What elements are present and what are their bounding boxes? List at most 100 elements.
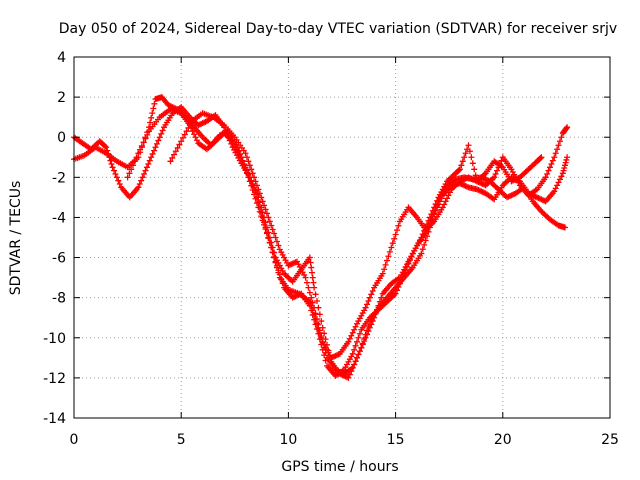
data-point <box>126 170 133 177</box>
data-point <box>456 166 463 173</box>
data-points <box>71 94 571 381</box>
data-point <box>554 182 561 189</box>
data-point <box>391 235 398 242</box>
data-point <box>364 301 371 308</box>
data-point <box>432 201 439 208</box>
data-point <box>468 154 475 161</box>
data-point <box>278 275 285 282</box>
data-point <box>276 271 283 278</box>
data-point <box>356 330 363 337</box>
data-point <box>111 167 118 174</box>
data-point <box>142 135 149 142</box>
data-point <box>382 261 389 268</box>
data-point <box>252 178 259 185</box>
data-point <box>311 316 318 323</box>
data-point <box>242 166 249 173</box>
data-point <box>306 302 313 309</box>
data-point <box>561 162 568 169</box>
data-point <box>138 177 145 184</box>
data-point <box>355 351 362 358</box>
y-tick-label: 4 <box>57 50 66 66</box>
data-point <box>559 170 566 177</box>
data-point <box>256 199 263 206</box>
data-point <box>406 257 413 264</box>
data-point <box>422 237 429 244</box>
data-point <box>469 160 476 167</box>
data-point <box>538 154 545 161</box>
y-tick-label: -2 <box>52 170 66 186</box>
data-point <box>265 235 272 242</box>
data-point <box>376 298 383 305</box>
data-point <box>108 160 115 167</box>
data-point <box>546 164 553 171</box>
data-point <box>385 253 392 260</box>
data-point <box>139 174 146 181</box>
data-point <box>252 187 259 194</box>
data-point <box>185 124 192 131</box>
data-point <box>361 338 368 345</box>
y-tick-label: -4 <box>52 210 66 226</box>
data-point <box>438 195 445 202</box>
data-point <box>549 157 556 164</box>
data-point <box>243 170 250 177</box>
data-point <box>155 137 162 144</box>
data-point <box>312 291 319 298</box>
data-point <box>263 230 270 237</box>
data-point <box>268 244 275 251</box>
x-axis-label: GPS time / hours <box>281 459 398 475</box>
data-point <box>266 239 273 246</box>
data-point <box>253 182 260 189</box>
data-point <box>322 357 329 364</box>
data-point <box>564 124 571 131</box>
data-point <box>321 330 328 337</box>
y-tick-label: -14 <box>43 411 66 427</box>
data-point <box>379 270 386 277</box>
data-point <box>491 174 498 181</box>
data-point <box>544 170 551 177</box>
data-point <box>107 157 114 164</box>
data-point <box>255 186 262 193</box>
data-point <box>269 249 276 256</box>
data-point <box>256 190 263 197</box>
data-point <box>362 304 369 311</box>
data-point <box>265 229 272 236</box>
y-tick-label: -12 <box>43 371 66 387</box>
data-point <box>434 197 441 204</box>
data-point <box>147 119 154 126</box>
data-point <box>405 260 412 267</box>
data-point <box>458 162 465 169</box>
data-point <box>366 324 373 331</box>
grid <box>74 57 610 418</box>
data-point <box>309 299 316 306</box>
data-point <box>169 154 176 161</box>
y-tick-label: -6 <box>52 251 66 267</box>
data-point <box>396 280 403 287</box>
data-point <box>552 150 559 157</box>
data-point <box>555 179 562 186</box>
data-point <box>492 170 499 177</box>
data-point <box>369 287 376 294</box>
data-point <box>366 294 373 301</box>
data-point <box>564 154 571 161</box>
data-point <box>378 294 385 301</box>
data-point <box>346 371 353 378</box>
data-point <box>303 279 310 286</box>
x-axis-ticks: 0 5 10 15 20 25 <box>70 57 619 448</box>
x-tick-label: 5 <box>177 432 186 448</box>
data-point <box>265 214 272 221</box>
y-axis-ticks: 4 2 0 -2 -4 -6 -8 -10 -12 -14 <box>43 50 610 427</box>
data-point <box>243 154 250 161</box>
data-point <box>558 134 565 141</box>
data-point <box>129 162 136 169</box>
data-point <box>248 166 255 173</box>
data-point <box>352 323 359 330</box>
data-point <box>381 266 388 273</box>
data-point <box>258 194 265 201</box>
data-point <box>313 298 320 305</box>
data-point <box>429 207 436 214</box>
data-point <box>145 160 152 167</box>
data-point <box>149 110 156 117</box>
data-point <box>135 184 142 191</box>
data-point <box>548 160 555 167</box>
